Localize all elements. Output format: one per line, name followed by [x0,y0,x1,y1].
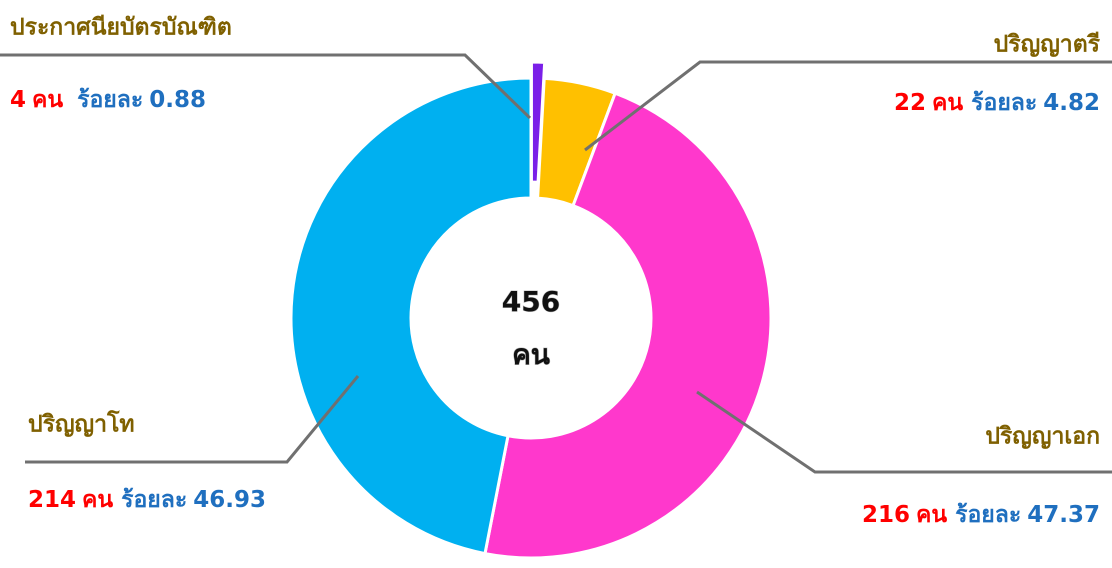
percent: 4.82 [1043,90,1100,116]
category-label: ปริญญาโท [28,410,135,438]
count: 214 [28,487,76,513]
unit: คน [916,502,947,528]
percent: 47.37 [1027,502,1100,528]
percent-prefix: ร้อยละ [971,90,1037,116]
count: 22 [894,90,926,116]
total: 456 [502,285,560,318]
percent: 0.88 [149,87,206,113]
category-label: ปริญญาเอก [985,424,1100,450]
slice [483,91,773,560]
count: 4 [10,87,26,113]
percent: 46.93 [193,487,266,513]
leader-line [696,390,1112,474]
unit: คน [82,487,113,513]
unit: คน [32,87,63,113]
percent-prefix: ร้อยละ [955,502,1021,528]
value-label: 216 คน ร้อยละ 47.37 [862,502,1100,528]
slice [289,76,533,556]
percent-prefix: ร้อยละ [77,87,143,113]
category-label: ปริญญาตรี [994,32,1101,58]
leader-line [584,60,1112,152]
value-label: 214 คน ร้อยละ 46.93 [28,487,266,513]
count: 216 [862,502,910,528]
leader-line [25,375,360,464]
category-label: ประกาศนียบัตรบัณฑิต [10,15,232,41]
value-label: 4 คน ร้อยละ 0.88 [10,87,206,113]
total-unit: คน [512,338,550,371]
leader-line [0,53,532,120]
donut [289,60,773,560]
value-label: 22 คน ร้อยละ 4.82 [894,90,1100,116]
unit: คน [932,90,963,116]
percent-prefix: ร้อยละ [121,487,187,513]
